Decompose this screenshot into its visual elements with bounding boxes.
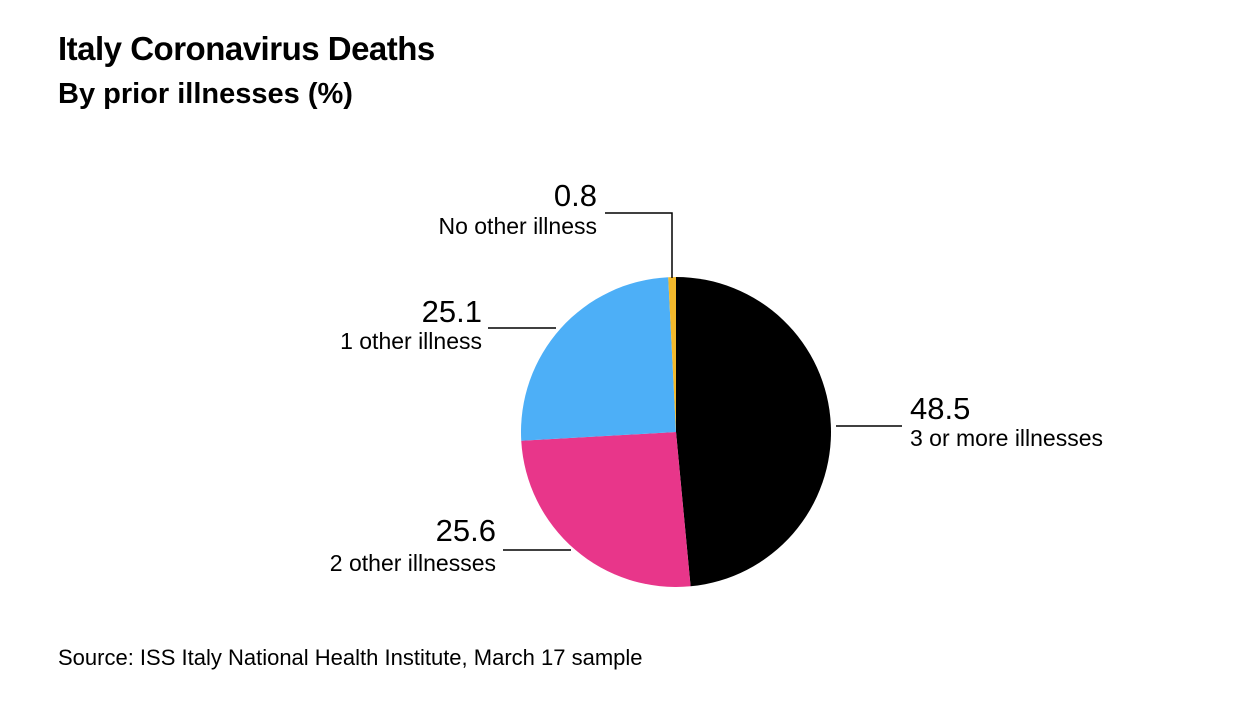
slice-label-2-other: 2 other illnesses [330,550,496,576]
leader-no-other [605,212,673,278]
slice-label-no-other: No other illness [438,213,597,239]
slice-2-other-illnesses [521,432,691,588]
chart-title: Italy Coronavirus Deaths [58,30,435,67]
source-note: Source: ISS Italy National Health Instit… [58,645,643,670]
chart-subtitle: By prior illnesses (%) [58,78,353,110]
slice-value-1-other: 25.1 [422,294,482,329]
slice-value-2-other: 25.6 [436,513,496,548]
leader-lines [488,212,902,551]
slice-3-or-more-illnesses [676,277,832,587]
slice-1-other-illness [521,277,676,441]
slice-no-other-illness [668,277,676,432]
slice-label-3-or-more: 3 or more illnesses [910,425,1103,451]
slice-value-no-other: 0.8 [554,178,597,213]
slice-value-3-or-more: 48.5 [910,391,970,426]
pie-slices [521,277,832,588]
slice-label-1-other: 1 other illness [340,328,482,354]
